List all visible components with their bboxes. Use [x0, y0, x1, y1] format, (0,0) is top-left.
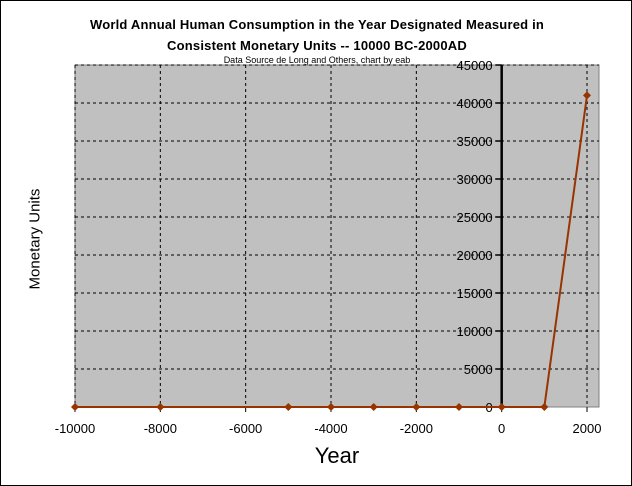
data-point-marker [369, 403, 378, 411]
x-tick-label: 0 [498, 421, 505, 436]
data-point-marker [540, 403, 549, 411]
x-tick-label: -4000 [314, 421, 347, 436]
y-tick-label: 20000 [457, 248, 493, 263]
data-point-marker [412, 403, 421, 411]
y-tick-label: 5000 [464, 362, 493, 377]
x-tick-label: -6000 [229, 421, 262, 436]
x-tick-label: -8000 [144, 421, 177, 436]
data-point-marker [497, 403, 506, 411]
y-tick-label: 40000 [457, 96, 493, 111]
chart-subtitle: Data Source de Long and Others, chart by… [223, 55, 411, 65]
y-tick-label: 30000 [457, 172, 493, 187]
data-point-marker [156, 403, 165, 411]
x-axis-label: Year [314, 443, 360, 468]
x-tick-label: 2000 [573, 421, 602, 436]
y-tick-label: 45000 [457, 58, 493, 73]
chart-title-line1: World Annual Human Consumption in the Ye… [89, 17, 545, 32]
data-point-marker [583, 91, 592, 100]
data-point-marker [327, 403, 336, 411]
chart-title-line2: Consistent Monetary Units -- 10000 BC-20… [167, 38, 467, 53]
y-tick-label: 35000 [457, 134, 493, 149]
x-tick-label: -2000 [400, 421, 433, 436]
series-line [75, 95, 589, 408]
y-tick-label: 15000 [457, 286, 493, 301]
data-point-marker [71, 403, 79, 411]
data-point-marker [284, 403, 293, 411]
y-tick-label: 25000 [457, 210, 493, 225]
x-tick-label: -10000 [55, 421, 95, 436]
data-point-marker [455, 403, 464, 411]
plot-background [74, 64, 600, 408]
y-tick-label: 10000 [457, 324, 493, 339]
